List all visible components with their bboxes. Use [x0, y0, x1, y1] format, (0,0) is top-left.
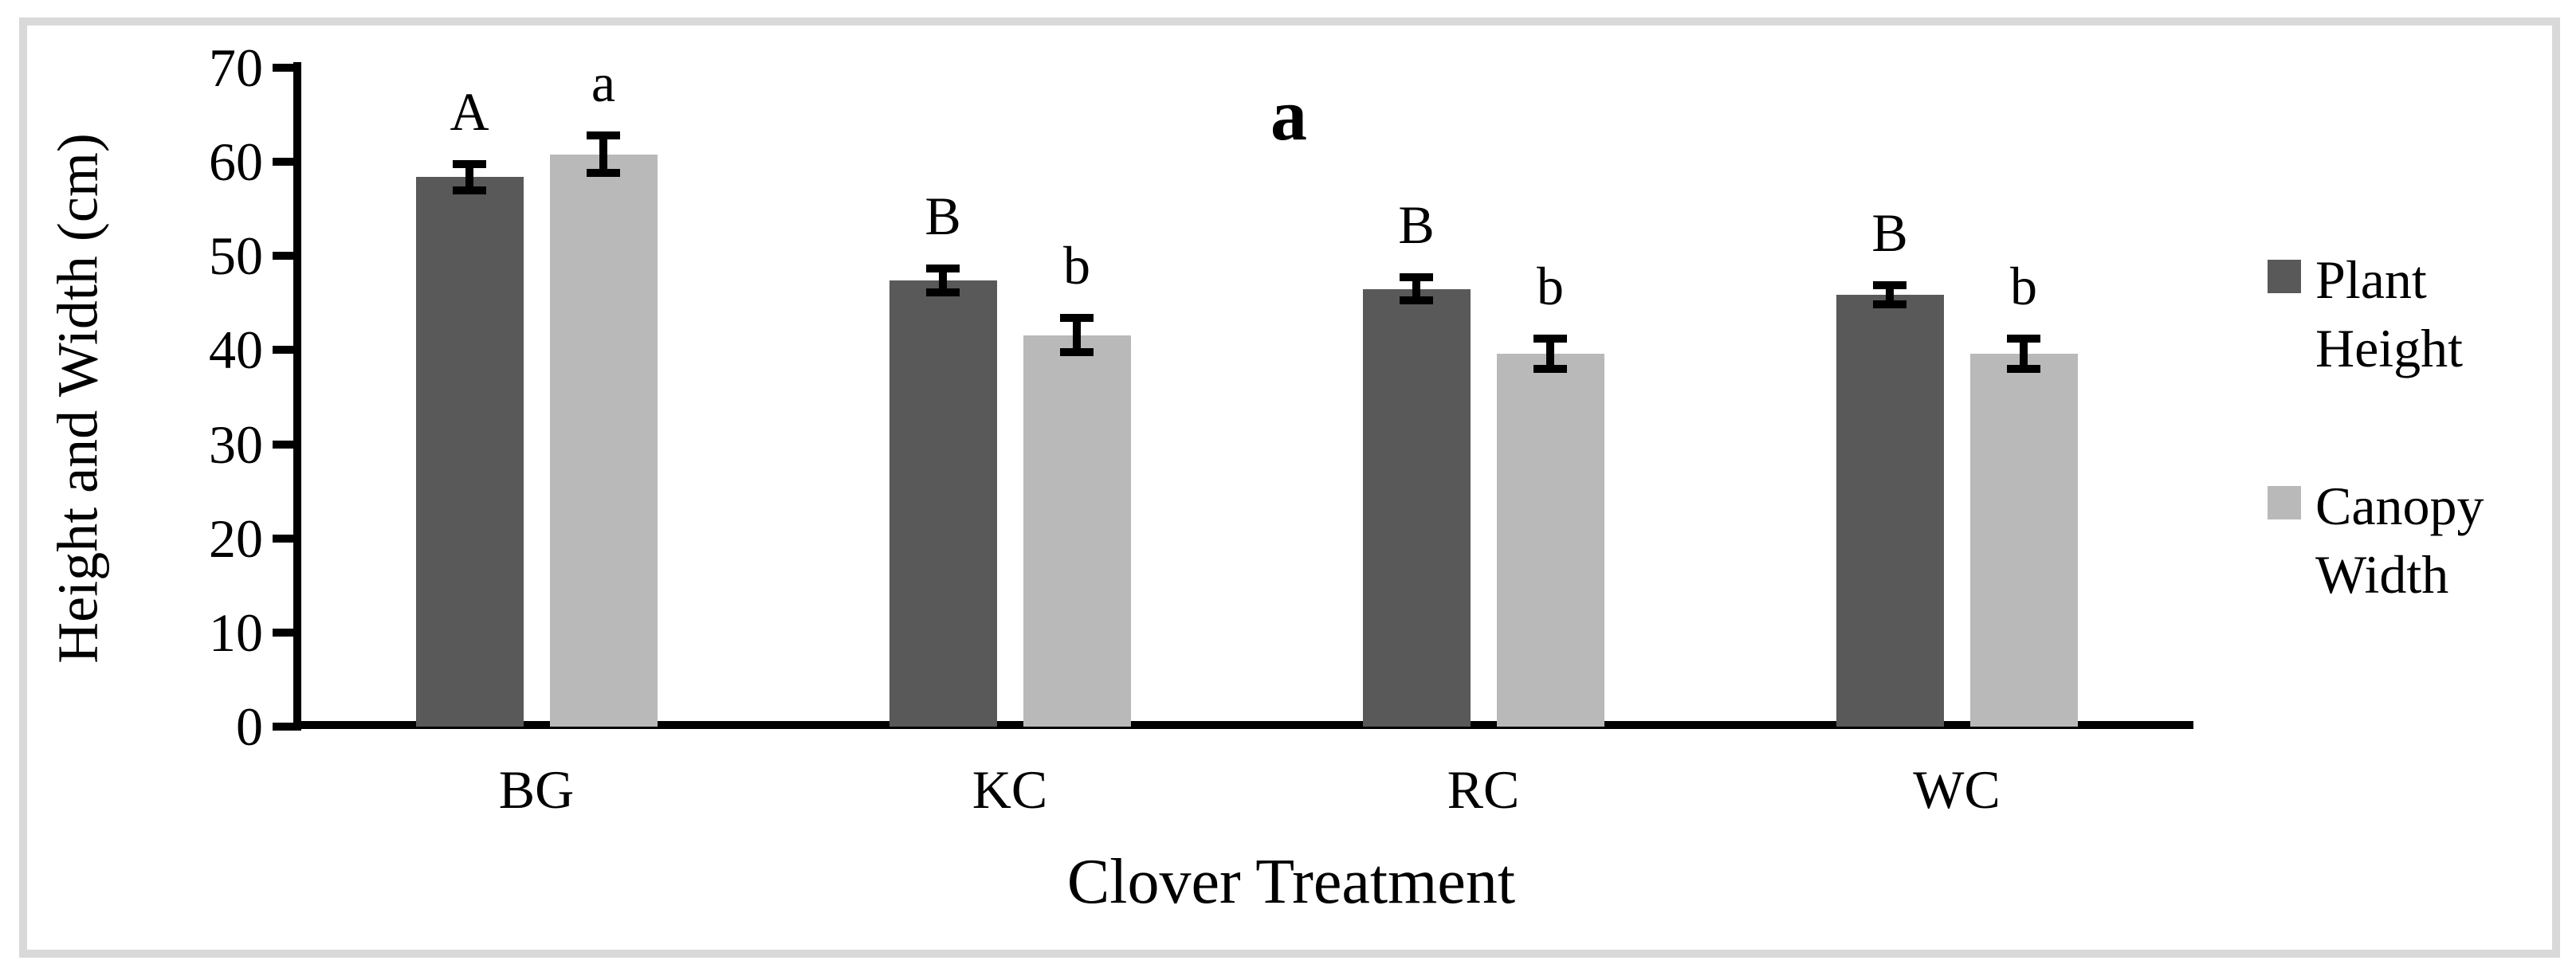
bar-canopy-width-wc [1969, 354, 2078, 727]
error-bar-cap-bottom-canopy-width-rc [1533, 365, 1567, 374]
y-tick-mark [273, 252, 293, 261]
error-bar-cap-top-canopy-width-wc [2007, 335, 2040, 343]
x-category-label: RC [1447, 759, 1520, 820]
bar-canopy-width-rc [1496, 354, 1604, 727]
y-tick-label: 20 [209, 508, 263, 569]
error-bar-cap-bottom-canopy-width-wc [2007, 365, 2040, 374]
legend-label: Plant Height [2315, 249, 2464, 378]
error-bar-cap-bottom-plant-height-wc [1873, 300, 1906, 308]
error-bar-stem-plant-height-kc [939, 268, 947, 293]
x-axis-title: Clover Treatment [1066, 847, 1516, 917]
y-tick-label: 50 [209, 225, 263, 287]
error-bar-cap-top-canopy-width-bg [587, 131, 620, 140]
y-tick-mark [273, 440, 293, 449]
y-tick-mark [273, 628, 293, 637]
error-bar-stem-canopy-width-wc [2020, 339, 2028, 370]
error-bar-stem-canopy-width-kc [1073, 318, 1081, 352]
error-bar-cap-bottom-canopy-width-bg [587, 169, 620, 178]
legend-swatch-icon [2268, 486, 2301, 519]
bar-plant-height-rc [1362, 288, 1471, 727]
sig-letter-plant-height-wc: B [1871, 202, 1908, 263]
error-bar-cap-top-plant-height-rc [1400, 273, 1433, 282]
panel-label: a [1270, 74, 1307, 155]
legend-swatch-icon [2268, 260, 2301, 293]
y-tick-label: 30 [209, 413, 263, 475]
bar-plant-height-wc [1836, 294, 1944, 727]
x-axis-line [293, 721, 2193, 729]
sig-letter-canopy-width-bg: a [591, 53, 616, 114]
legend-item-canopy-width: Canopy Width [2268, 472, 2484, 609]
error-bar-cap-top-canopy-width-rc [1533, 335, 1567, 343]
x-category-label: WC [1913, 759, 2001, 820]
error-bar-cap-top-plant-height-kc [926, 264, 960, 272]
bar-canopy-width-bg [549, 154, 658, 727]
y-tick-label: 10 [209, 602, 263, 663]
y-axis-title: Height and Width (cm) [45, 133, 110, 664]
legend-item-plant-height: Plant Height [2268, 245, 2463, 382]
sig-letter-canopy-width-wc: b [2010, 256, 2037, 317]
error-bar-cap-top-canopy-width-kc [1060, 314, 1094, 323]
y-tick-mark [273, 723, 293, 731]
y-tick-mark [273, 158, 293, 167]
error-bar-stem-plant-height-wc [1886, 284, 1894, 304]
y-tick-mark [273, 346, 293, 355]
y-axis-line [293, 62, 301, 731]
error-bar-cap-bottom-plant-height-bg [453, 186, 486, 194]
sig-letter-canopy-width-kc: b [1063, 235, 1090, 296]
error-bar-stem-canopy-width-rc [1546, 339, 1554, 370]
x-category-label: BG [498, 759, 575, 820]
sig-letter-plant-height-rc: B [1398, 194, 1435, 256]
error-bar-stem-plant-height-rc [1412, 277, 1420, 300]
bar-canopy-width-kc [1023, 335, 1131, 727]
error-bar-cap-top-plant-height-bg [453, 159, 486, 168]
y-tick-mark [273, 534, 293, 543]
bar-plant-height-kc [889, 280, 997, 727]
sig-letter-plant-height-kc: B [925, 185, 961, 246]
error-bar-cap-bottom-canopy-width-kc [1060, 347, 1094, 356]
error-bar-cap-top-plant-height-wc [1873, 280, 1906, 289]
sig-letter-plant-height-bg: A [450, 80, 489, 142]
error-bar-cap-bottom-plant-height-kc [926, 288, 960, 297]
sig-letter-canopy-width-rc: b [1537, 256, 1564, 317]
legend-label: Canopy Width [2315, 476, 2484, 605]
error-bar-stem-canopy-width-bg [599, 135, 607, 174]
error-bar-stem-plant-height-bg [465, 163, 473, 190]
y-tick-label: 40 [209, 319, 263, 381]
y-tick-mark [273, 64, 293, 72]
y-tick-label: 60 [209, 131, 263, 193]
error-bar-cap-bottom-plant-height-rc [1400, 296, 1433, 304]
bar-plant-height-bg [415, 177, 524, 727]
y-tick-label: 0 [236, 696, 263, 757]
x-category-label: KC [972, 759, 1048, 820]
y-tick-label: 70 [209, 37, 263, 98]
